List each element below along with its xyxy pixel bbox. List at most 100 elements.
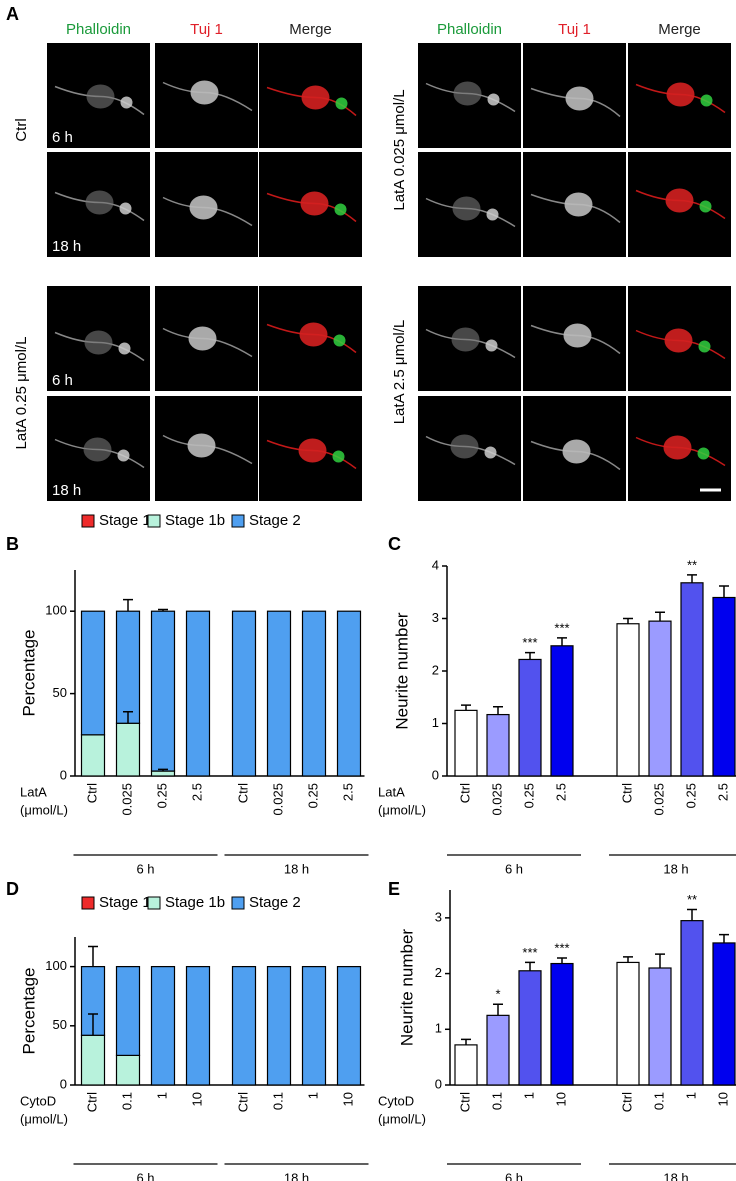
bar — [454, 709, 478, 777]
cell-body — [565, 86, 594, 111]
growth-cone — [698, 340, 711, 353]
legend-label: Stage 1b — [165, 512, 225, 529]
panel-label: C — [388, 534, 401, 554]
y-tick-label: 2 — [435, 965, 442, 980]
x-axis-title: CytoD — [378, 1093, 414, 1108]
panel-label: D — [6, 879, 19, 899]
x-axis-title: (μmol/L) — [378, 1111, 426, 1126]
error-bar — [525, 651, 535, 660]
bar-segment — [336, 965, 362, 1086]
growth-cone — [334, 203, 347, 216]
growth-cone — [332, 450, 345, 463]
row-label: Ctrl — [13, 118, 30, 141]
bar-segment — [115, 965, 141, 1056]
panel-label: B — [6, 534, 19, 554]
error-bar — [493, 1003, 503, 1016]
panel-label: A — [6, 4, 19, 24]
legend-swatch — [231, 514, 245, 528]
column-header: Merge — [289, 21, 332, 38]
x-tick-label: 1 — [521, 1092, 536, 1099]
growth-cone — [119, 202, 132, 215]
row-label: LatA 2.5 μmol/L — [391, 320, 408, 425]
significance: ** — [687, 892, 697, 907]
legend-swatch — [81, 514, 95, 528]
y-tick-label: 1 — [432, 715, 439, 730]
y-tick-label: 3 — [432, 610, 439, 625]
row-label: LatA 0.25 μmol/L — [13, 337, 30, 450]
x-axis-title: LatA — [20, 784, 47, 799]
x-tick-label: 0.25 — [305, 783, 320, 808]
x-tick-label: 1 — [305, 1092, 320, 1099]
bar-segment — [231, 965, 257, 1086]
bar — [680, 582, 704, 777]
error-bar — [623, 956, 633, 963]
cell-body — [190, 80, 219, 105]
cell-body — [188, 326, 217, 351]
bar — [616, 623, 640, 777]
bar-segment — [185, 610, 211, 777]
x-tick-label: 0.025 — [270, 783, 285, 816]
cell-body — [189, 195, 218, 220]
y-tick-label: 2 — [432, 662, 439, 677]
error-bar — [123, 598, 133, 612]
legend-label: Stage 2 — [249, 894, 301, 911]
row-label: LatA 0.025 μmol/L — [391, 89, 408, 210]
error-bar — [687, 574, 697, 583]
bar — [486, 713, 510, 777]
error-bar — [557, 957, 567, 964]
x-tick-label: Ctrl — [619, 1092, 634, 1112]
x-tick-label: 10 — [189, 1092, 204, 1106]
bar-segment — [115, 722, 141, 777]
x-tick-label: Ctrl — [235, 1092, 250, 1112]
error-bar — [158, 608, 168, 612]
group-label: 6 h — [136, 861, 154, 876]
error-bar — [557, 637, 567, 646]
x-tick-label: 0.025 — [651, 783, 666, 816]
panel-label: E — [388, 879, 400, 899]
growth-cone — [484, 446, 497, 459]
x-tick-label: Ctrl — [457, 1092, 472, 1112]
cell-body — [85, 190, 114, 215]
x-tick-label: 1 — [683, 1092, 698, 1099]
x-tick-label: 0.1 — [651, 1092, 666, 1110]
x-tick-label: Ctrl — [457, 783, 472, 803]
y-tick-label: 4 — [432, 557, 439, 572]
y-tick-label: 0 — [435, 1076, 442, 1091]
y-tick-label: 1 — [435, 1021, 442, 1036]
x-tick-label: Ctrl — [619, 783, 634, 803]
growth-cone — [697, 447, 710, 460]
bar — [550, 962, 574, 1086]
cell-body — [665, 188, 694, 213]
column-header: Tuj 1 — [558, 21, 591, 38]
group-label: 18 h — [284, 1170, 309, 1181]
group-label: 18 h — [284, 861, 309, 876]
significance: *** — [522, 945, 537, 960]
x-axis-title: CytoD — [20, 1093, 56, 1108]
cell-body — [564, 192, 593, 217]
x-tick-label: 0.1 — [270, 1092, 285, 1110]
bar-segment — [80, 1034, 106, 1086]
y-tick-label: 0 — [60, 767, 67, 782]
legend-label: Stage 1a — [99, 894, 160, 911]
x-tick-label: 10 — [715, 1092, 730, 1106]
time-label: 6 h — [52, 372, 73, 389]
group-label: 6 h — [505, 1170, 523, 1181]
x-tick-label: 10 — [340, 1092, 355, 1106]
cell-body — [664, 328, 693, 353]
column-header: Merge — [658, 21, 701, 38]
legend-label: Stage 1a — [99, 512, 160, 529]
bar — [454, 1044, 478, 1086]
significance: *** — [554, 940, 569, 955]
x-tick-label: 1 — [154, 1092, 169, 1099]
bar-segment — [185, 965, 211, 1086]
x-tick-label: 0.025 — [489, 783, 504, 816]
bar — [648, 967, 672, 1086]
cell-body — [84, 330, 113, 355]
bar-segment — [266, 965, 292, 1086]
error-bar — [655, 611, 665, 622]
error-bar — [88, 1013, 98, 1036]
bar — [616, 961, 640, 1086]
significance: * — [495, 987, 500, 1002]
